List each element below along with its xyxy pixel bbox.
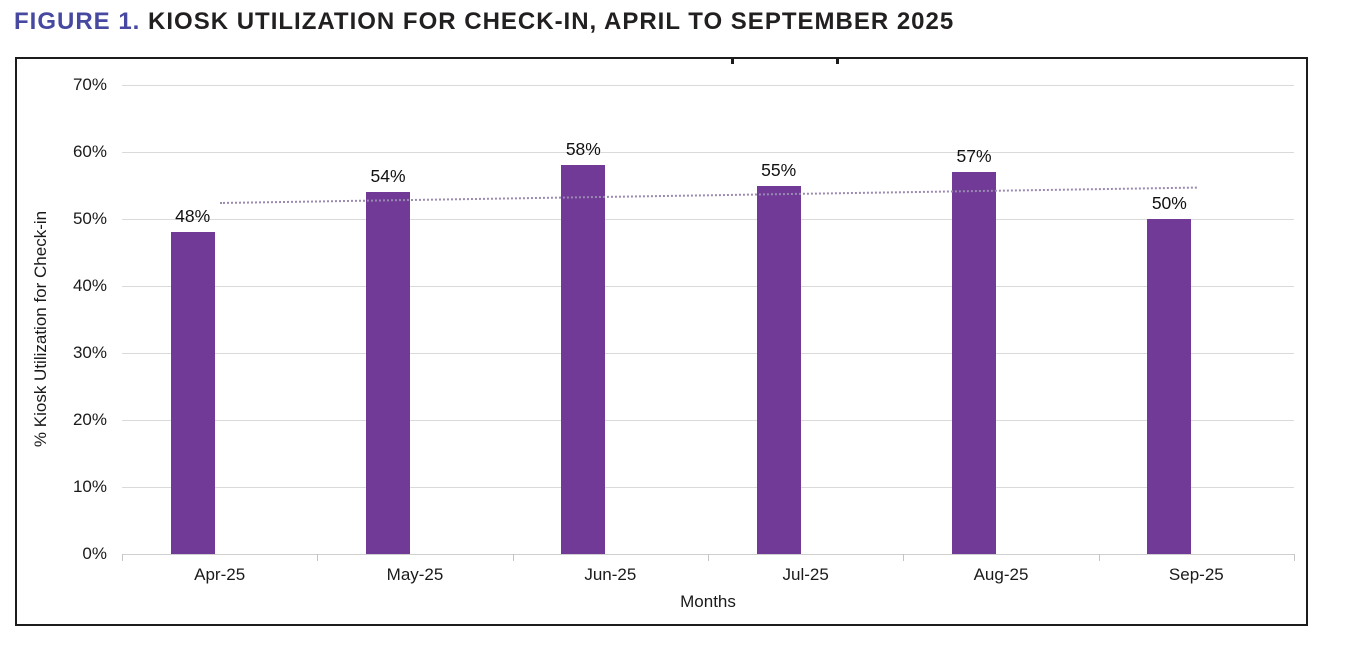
x-axis-tick	[512, 554, 514, 561]
bar-Apr-25	[170, 232, 215, 554]
y-tick-label: 70%	[72, 75, 107, 94]
cropped-chart-title-remnant	[836, 59, 839, 64]
gridline-10%	[122, 487, 1294, 488]
x-axis-title: Months	[680, 592, 736, 611]
x-category-label-Aug-25: Aug-25	[973, 565, 1029, 584]
x-axis-tick	[1098, 554, 1100, 561]
gridline-60%	[122, 152, 1294, 153]
figure-title: FIGURE 1. KIOSK UTILIZATION FOR CHECK-IN…	[14, 8, 954, 36]
cropped-chart-title-remnant	[731, 59, 734, 64]
gridline-30%	[122, 353, 1294, 354]
y-tick-label: 20%	[72, 410, 107, 429]
y-tick-label: 50%	[72, 209, 107, 228]
bar-value-label-Sep-25: 50%	[1151, 193, 1187, 213]
y-tick-label: 30%	[72, 343, 107, 362]
gridline-50%	[122, 219, 1294, 220]
bar-value-label-Aug-25: 57%	[956, 146, 992, 167]
bar-value-label-Apr-25: 48%	[175, 206, 211, 227]
x-category-label-Sep-25: Sep-25	[1168, 565, 1224, 584]
y-tick-label: 0%	[82, 544, 107, 563]
x-category-label-Jun-25: Jun-25	[584, 565, 637, 584]
y-axis-title: % Kiosk Utilization for Check-in	[31, 210, 50, 448]
figure-title-text: KIOSK UTILIZATION FOR CHECK-IN, APRIL TO…	[148, 8, 955, 35]
chart-plot-container: 0% 10% 20% 30% 40% 50% 60% 70% % Kiosk Utilizat…	[15, 57, 1308, 626]
gridline-70%	[122, 85, 1294, 86]
bar-May-25	[366, 192, 410, 554]
bar-Sep-25	[1147, 219, 1192, 554]
x-category-label-Jul-25: Jul-25	[782, 565, 829, 584]
x-axis-tick	[122, 554, 123, 561]
bar-Jun-25	[561, 165, 606, 554]
gridline-20%	[122, 420, 1294, 421]
x-category-label-May-25: May-25	[386, 565, 444, 584]
figure-number-label: FIGURE 1.	[14, 8, 141, 35]
gridline-40%	[122, 286, 1294, 287]
y-tick-label: 10%	[72, 477, 107, 496]
bar-Jul-25	[756, 185, 801, 554]
x-axis-tick	[1294, 554, 1295, 561]
y-tick-label: 60%	[72, 142, 107, 161]
bar-value-label-Jun-25: 58%	[565, 139, 601, 160]
x-axis-tick	[317, 554, 319, 561]
bar-value-label-Jul-25: 55%	[761, 159, 797, 180]
x-axis-tick	[708, 554, 709, 561]
x-axis-tick	[903, 554, 905, 561]
bar-value-label-May-25: 54%	[370, 166, 406, 187]
bar-Aug-25	[952, 172, 996, 554]
x-category-label-Apr-25: Apr-25	[194, 565, 246, 584]
y-tick-label: 40%	[72, 276, 107, 295]
